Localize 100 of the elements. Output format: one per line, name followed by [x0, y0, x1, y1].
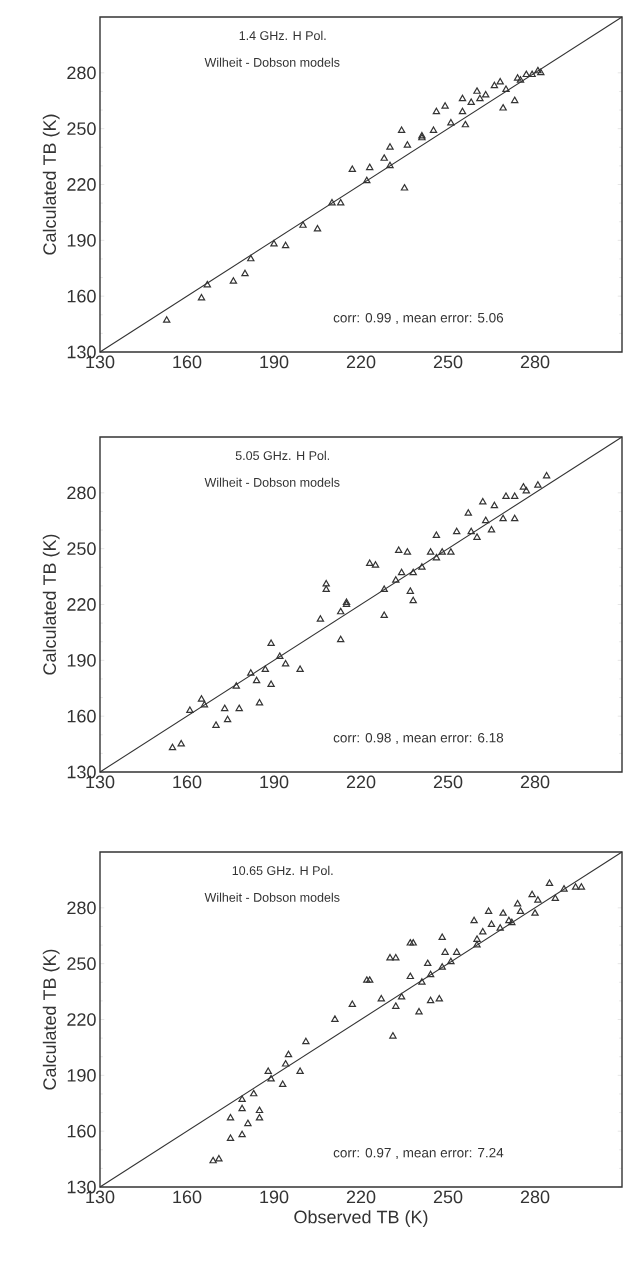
- point: [197, 695, 206, 702]
- text: 10.65 GHz. H Pol.: [232, 865, 333, 876]
- point: [232, 682, 241, 689]
- point: [386, 143, 394, 150]
- point: [473, 87, 481, 94]
- point: [534, 481, 542, 488]
- y-axis-title: Calculated TB (K): [42, 534, 60, 675]
- point: [397, 568, 406, 576]
- point: [447, 548, 455, 555]
- point: [270, 239, 278, 247]
- point: [336, 198, 345, 206]
- text: 1.4 GHz. H Pol.: [239, 30, 326, 41]
- point: [432, 531, 441, 539]
- x-tick-label: 160: [173, 1190, 202, 1204]
- point: [481, 516, 490, 524]
- point: [502, 492, 510, 499]
- point: [212, 721, 220, 728]
- y-tick-label: 250: [67, 122, 96, 136]
- point: [386, 161, 394, 169]
- annotation: corr: 0.99 , mean error: 5.06: [333, 312, 504, 325]
- x-tick-label: 250: [433, 775, 463, 789]
- point: [281, 659, 290, 667]
- point: [496, 77, 504, 85]
- point: [458, 107, 467, 115]
- x-tick-label: 220: [346, 355, 376, 369]
- point: [513, 74, 522, 81]
- x-tick-label: 280: [520, 1190, 550, 1204]
- point: [203, 280, 212, 288]
- x-tick-label: 220: [346, 775, 376, 789]
- point: [464, 509, 473, 516]
- y-tick-label: 190: [67, 653, 96, 667]
- x-tick-label: 250: [433, 355, 463, 369]
- point: [229, 277, 238, 284]
- point: [397, 126, 406, 133]
- point: [403, 548, 412, 555]
- point: [328, 198, 336, 206]
- y-axis-title: Calculated TB (K): [42, 949, 60, 1090]
- point: [481, 90, 490, 98]
- point: [380, 585, 388, 593]
- x-tick-label: 250: [433, 1190, 463, 1204]
- point: [281, 241, 290, 249]
- point: [426, 548, 435, 555]
- point: [409, 568, 417, 576]
- x-tick-label: 160: [173, 355, 202, 369]
- point: [267, 639, 275, 646]
- point: [510, 492, 519, 499]
- point: [441, 102, 449, 109]
- point: [313, 224, 322, 232]
- point: [371, 561, 380, 568]
- text: Wilheit - Dobson models: [204, 892, 340, 902]
- point: [510, 514, 519, 522]
- point: [348, 165, 357, 173]
- point: [267, 680, 275, 687]
- y-axis-title: Calculated TB (K): [42, 114, 60, 255]
- point: [406, 587, 415, 594]
- x-tick-label: 190: [260, 355, 289, 369]
- point: [316, 615, 325, 622]
- point: [394, 546, 403, 553]
- y-tick-label: 220: [67, 598, 96, 611]
- point: [247, 669, 255, 676]
- point: [177, 739, 185, 747]
- point: [458, 94, 467, 102]
- point: [432, 107, 441, 115]
- point: [223, 715, 232, 723]
- y-tick-label: 190: [67, 233, 96, 247]
- point: [522, 486, 531, 494]
- y-tick-label: 280: [67, 901, 96, 915]
- point: [519, 483, 528, 490]
- point: [438, 548, 446, 555]
- point: [247, 254, 255, 262]
- x-tick-label: 160: [173, 775, 202, 789]
- point: [432, 553, 441, 561]
- point: [429, 126, 438, 133]
- annotation: corr: 0.98 , mean error: 6.18: [333, 732, 504, 745]
- point: [452, 527, 461, 535]
- point: [299, 221, 307, 228]
- point: [336, 607, 345, 615]
- point: [502, 85, 510, 92]
- point: [528, 70, 536, 78]
- x-tick-label: 190: [260, 775, 289, 789]
- annotation: corr: 0.97 , mean error: 7.24: [333, 1147, 504, 1160]
- point: [447, 118, 455, 126]
- point: [322, 585, 330, 593]
- point: [322, 579, 330, 587]
- y-tick-label: 160: [67, 709, 96, 723]
- point: [490, 501, 499, 509]
- point: [261, 665, 270, 673]
- point: [418, 563, 426, 570]
- point: [235, 704, 243, 712]
- point: [365, 559, 374, 566]
- point: [467, 98, 475, 106]
- point: [241, 269, 249, 277]
- point: [380, 154, 388, 161]
- point: [542, 471, 551, 479]
- point: [363, 176, 371, 184]
- point: [409, 596, 417, 604]
- point: [255, 698, 264, 706]
- point: [296, 665, 304, 673]
- point: [537, 68, 545, 76]
- point: [490, 81, 499, 89]
